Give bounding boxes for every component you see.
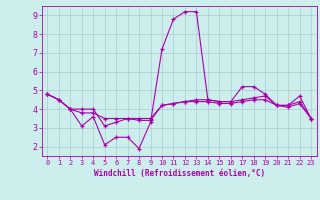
X-axis label: Windchill (Refroidissement éolien,°C): Windchill (Refroidissement éolien,°C) [94,169,265,178]
